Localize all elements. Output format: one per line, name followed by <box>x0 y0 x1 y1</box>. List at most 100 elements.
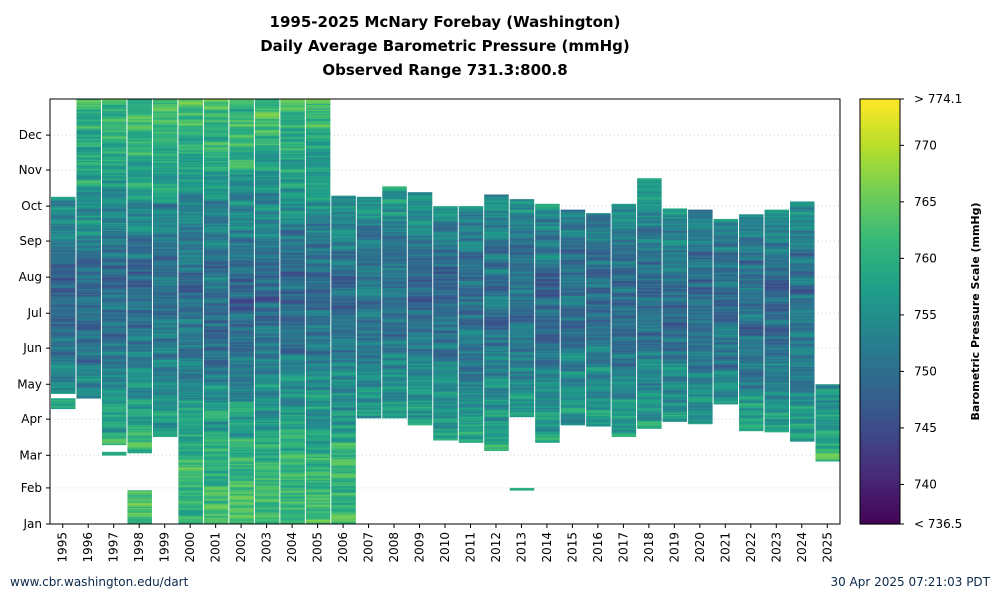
colorbar-segment <box>860 116 900 121</box>
colorbar-segment <box>860 410 900 415</box>
colorbar-segment <box>860 297 900 302</box>
colorbar-segment <box>860 332 900 337</box>
colorbar-bottom-label: < 736.5 <box>914 517 962 531</box>
colorbar-segment <box>860 456 900 461</box>
colorbar-segment <box>860 431 900 437</box>
colorbar-segment <box>860 304 900 309</box>
footer-source-link[interactable]: www.cbr.washington.edu/dart <box>10 575 189 589</box>
colorbar-segment <box>860 339 900 344</box>
y-tick-label-apr: Apr <box>21 412 42 426</box>
year-column-2000 <box>178 99 203 525</box>
colorbar-segment <box>860 417 900 422</box>
colorbar-segment <box>860 134 900 139</box>
x-tick-label-1999: 1999 <box>158 532 172 563</box>
year-column-2021 <box>713 218 739 405</box>
colorbar-segment <box>860 237 900 242</box>
colorbar-segment <box>860 102 900 107</box>
colorbar-segment <box>860 166 900 171</box>
x-tick-label-1995: 1995 <box>56 532 70 563</box>
colorbar-tick-label-760: 760 <box>914 251 937 265</box>
colorbar-segment <box>860 407 900 412</box>
colorbar-tick-label-770: 770 <box>914 138 937 152</box>
y-tick-label-nov: Nov <box>19 163 42 177</box>
colorbar-segment <box>860 392 900 398</box>
colorbar-tick-label-765: 765 <box>914 195 937 209</box>
year-column-2003 <box>254 99 280 525</box>
x-tick-label-2012: 2012 <box>489 532 503 563</box>
colorbar-segment <box>860 382 900 387</box>
y-tick-label-oct: Oct <box>21 199 42 213</box>
year-column-1995 <box>51 196 76 410</box>
year-column-2020 <box>688 209 713 425</box>
colorbar-tick-label-740: 740 <box>914 477 937 491</box>
x-tick-label-2021: 2021 <box>718 532 732 563</box>
colorbar-segment <box>860 343 900 348</box>
year-column-2011 <box>458 206 484 443</box>
colorbar-segment <box>860 272 900 277</box>
x-tick-label-2005: 2005 <box>311 532 325 563</box>
colorbar-segment <box>860 180 900 185</box>
year-column-2002 <box>229 99 254 525</box>
colorbar-segment <box>860 502 900 507</box>
x-tick-label-2023: 2023 <box>769 532 783 563</box>
colorbar-segment <box>860 435 900 440</box>
colorbar-segment <box>860 364 900 369</box>
colorbar-segment <box>860 208 900 213</box>
colorbar-segment <box>860 120 900 125</box>
y-tick-label-jan: Jan <box>23 517 43 531</box>
colorbar-segment <box>860 485 900 490</box>
colorbar-segment <box>860 513 900 518</box>
year-column-2018 <box>637 178 662 429</box>
colorbar-segment <box>860 240 900 245</box>
colorbar-segment <box>860 318 900 323</box>
colorbar-segment <box>860 276 900 281</box>
colorbar-segment <box>860 346 900 352</box>
x-tick-label-1996: 1996 <box>81 532 95 563</box>
y-tick-label-aug: Aug <box>19 270 42 284</box>
chart-title: 1995-2025 McNary Forebay (Washington) <box>269 13 621 31</box>
y-tick-label-dec: Dec <box>19 128 42 142</box>
year-column-2015 <box>560 209 586 426</box>
colorbar-segment <box>860 169 900 174</box>
colorbar-segment <box>860 474 900 479</box>
colorbar-segment <box>860 368 900 373</box>
colorbar-segment <box>860 375 900 380</box>
y-tick-label-may: May <box>17 377 42 391</box>
colorbar-segment <box>860 453 900 458</box>
colorbar-segment <box>860 414 900 419</box>
x-tick-label-2007: 2007 <box>362 532 376 563</box>
colorbar-top-label: > 774.1 <box>914 92 962 106</box>
year-column-2008 <box>382 186 407 419</box>
colorbar-segment <box>860 492 900 497</box>
x-tick-label-2011: 2011 <box>463 532 477 563</box>
year-column-2023 <box>764 209 790 433</box>
year-column-2024 <box>790 201 815 442</box>
y-tick-label-feb: Feb <box>21 481 42 495</box>
year-column-2006 <box>331 195 356 525</box>
colorbar-segment <box>860 201 900 206</box>
colorbar-segment <box>860 176 900 182</box>
colorbar-segment <box>860 265 900 270</box>
colorbar-segment <box>860 350 900 355</box>
chart-range-label: Observed Range 731.3:800.8 <box>322 61 568 79</box>
colorbar-segment <box>860 421 900 426</box>
colorbar-segment <box>860 336 900 341</box>
colorbar-segment <box>860 424 900 429</box>
x-tick-label-2019: 2019 <box>667 532 681 563</box>
x-tick-label-2016: 2016 <box>591 532 605 563</box>
colorbar-segment <box>860 251 900 256</box>
colorbar-segment <box>860 361 900 366</box>
colorbar-segment <box>860 194 900 199</box>
colorbar-segment <box>860 152 900 157</box>
year-column-2014 <box>535 203 560 443</box>
colorbar-segment <box>860 254 900 259</box>
x-tick-label-2020: 2020 <box>693 532 707 563</box>
colorbar-tick-label-755: 755 <box>914 308 937 322</box>
x-tick-label-2006: 2006 <box>336 532 350 563</box>
colorbar-segment <box>860 247 900 252</box>
colorbar-segment <box>860 155 900 160</box>
colorbar-segment <box>860 315 900 320</box>
year-column-2017 <box>611 203 637 438</box>
colorbar-segment <box>860 378 900 383</box>
colorbar-segment <box>860 506 900 511</box>
